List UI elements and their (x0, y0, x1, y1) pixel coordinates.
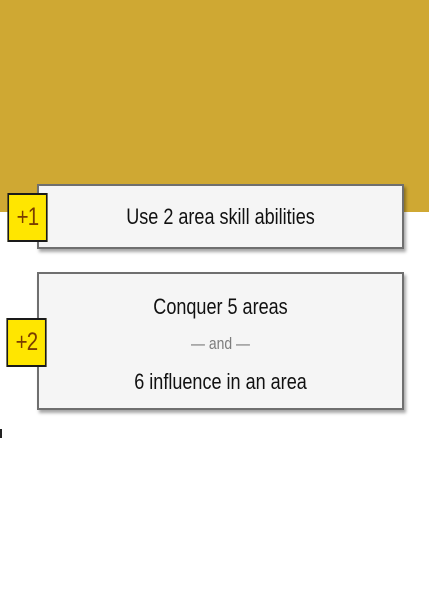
left-edge-tick (0, 429, 2, 438)
objective-1-text: Use 2 area skill abilities (126, 204, 315, 229)
objective-1-badge: +1 (7, 193, 48, 242)
objective-2-separator: — and — (191, 334, 250, 353)
objective-2-line-1: Conquer 5 areas (153, 294, 288, 319)
header-band (0, 0, 429, 212)
objective-card-1: Use 2 area skill abilities (37, 184, 404, 249)
objective-2-badge: +2 (6, 318, 47, 367)
objective-card-2: Conquer 5 areas — and — 6 influence in a… (37, 272, 404, 410)
objective-2-line-2: 6 influence in an area (134, 369, 307, 394)
